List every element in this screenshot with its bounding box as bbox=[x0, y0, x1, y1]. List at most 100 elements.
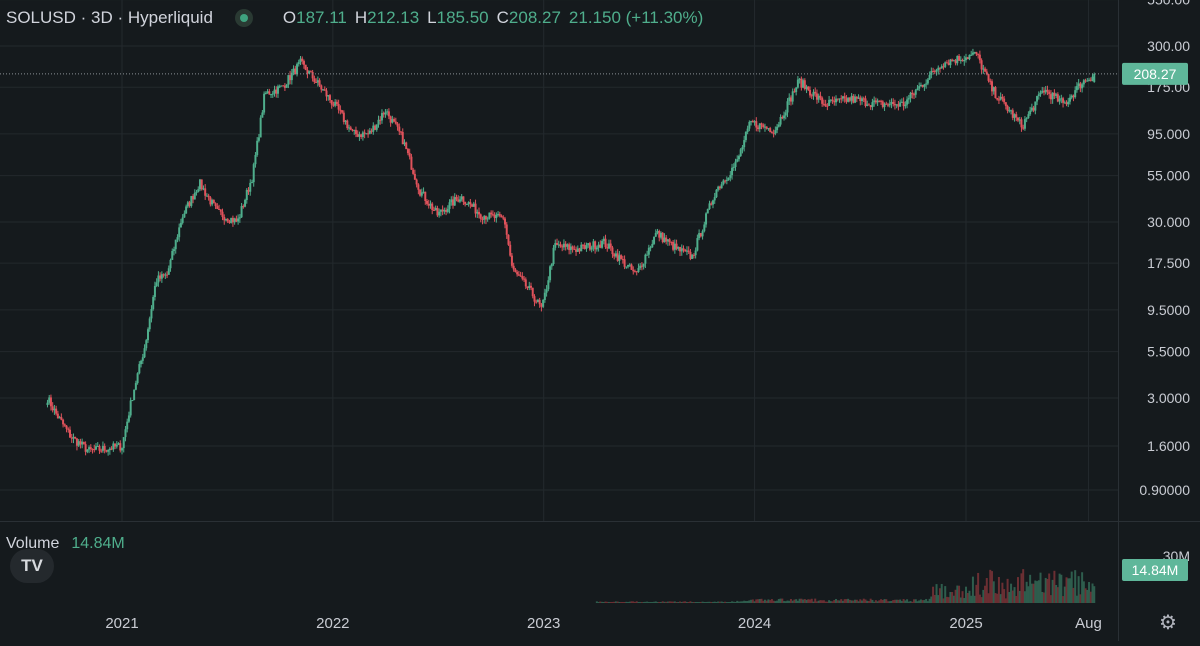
last-price-badge[interactable] bbox=[1122, 62, 1188, 85]
candle-body bbox=[252, 164, 255, 183]
candle-body bbox=[240, 206, 243, 218]
candle-body bbox=[432, 209, 435, 211]
volume-bar bbox=[867, 601, 870, 603]
volume-bar bbox=[873, 601, 876, 603]
candle-body bbox=[843, 96, 846, 99]
candle-body bbox=[1018, 119, 1021, 121]
candle-body bbox=[107, 450, 110, 452]
volume-bar bbox=[814, 598, 817, 603]
candle-body bbox=[354, 129, 357, 135]
x-tick-label: 2022 bbox=[316, 615, 349, 632]
volume-bar bbox=[653, 601, 656, 603]
volume-bar bbox=[916, 601, 919, 603]
candle-body bbox=[966, 57, 969, 60]
volume-bar bbox=[904, 600, 907, 603]
candle-body bbox=[642, 263, 645, 267]
candle-body bbox=[301, 58, 304, 62]
candle-body bbox=[205, 195, 208, 197]
candle-body bbox=[828, 99, 831, 106]
symbol-title[interactable]: SOLUSD · 3D · Hyperliquid bbox=[6, 8, 213, 27]
candle-body bbox=[223, 216, 226, 221]
candle-body bbox=[413, 173, 416, 180]
candle-body bbox=[455, 197, 458, 200]
volume-bar bbox=[847, 598, 850, 603]
candle-body bbox=[581, 244, 584, 246]
candle-body bbox=[939, 67, 942, 69]
candle-body bbox=[718, 186, 721, 189]
candle-body bbox=[197, 189, 200, 192]
candle-body bbox=[614, 253, 617, 257]
candle-body bbox=[143, 348, 146, 358]
candle-body bbox=[75, 438, 78, 446]
volume-legend[interactable]: Volume 14.84M bbox=[6, 535, 125, 553]
volume-badge[interactable] bbox=[1122, 559, 1188, 581]
candle-body bbox=[521, 276, 524, 279]
candle-body bbox=[415, 179, 418, 185]
candle-body bbox=[67, 428, 70, 430]
candle-body bbox=[916, 88, 919, 91]
candle-body bbox=[382, 113, 385, 115]
volume-bar bbox=[817, 600, 820, 603]
volume-bar bbox=[1010, 583, 1013, 603]
market-status-icon[interactable] bbox=[234, 9, 253, 27]
candle-body bbox=[762, 124, 765, 128]
candle-body bbox=[739, 149, 742, 157]
time-axis[interactable]: 2021 2022 2023 2024 2025 Aug bbox=[105, 615, 1102, 632]
candle-body bbox=[1020, 119, 1023, 128]
candle-body bbox=[200, 179, 203, 190]
volume-bar bbox=[942, 598, 945, 603]
candle-body bbox=[202, 188, 205, 190]
y-tick-label: 3.0000 bbox=[1147, 390, 1190, 406]
settings-gear-icon[interactable]: ⚙ bbox=[1159, 611, 1177, 634]
candle-body bbox=[261, 112, 264, 118]
candle-body bbox=[311, 71, 314, 79]
candle-body bbox=[136, 373, 139, 384]
volume-bar bbox=[663, 601, 666, 603]
candle-body bbox=[1068, 97, 1071, 102]
candle-body bbox=[803, 80, 806, 89]
candle-body bbox=[724, 180, 727, 182]
candle-body bbox=[212, 200, 215, 204]
candle-body bbox=[169, 259, 172, 269]
volume-bar bbox=[923, 600, 926, 603]
volume-bar bbox=[854, 599, 857, 603]
candle-body bbox=[554, 243, 557, 248]
candle-body bbox=[1048, 91, 1051, 95]
tradingview-logo-icon[interactable]: TV bbox=[10, 549, 54, 583]
candle-body bbox=[750, 120, 753, 122]
volume-bar bbox=[862, 598, 865, 603]
volume-bar bbox=[685, 602, 688, 603]
volume-bar bbox=[836, 600, 839, 603]
volume-bar bbox=[623, 602, 626, 603]
volume-bar bbox=[729, 602, 732, 603]
candle-body bbox=[627, 264, 630, 267]
volume-bar bbox=[732, 601, 735, 603]
candle-body bbox=[737, 156, 740, 160]
candle-body bbox=[545, 289, 548, 293]
candle-body bbox=[1015, 114, 1018, 118]
volume-bar bbox=[784, 601, 787, 603]
candle-body bbox=[819, 95, 822, 98]
candle-body bbox=[777, 124, 780, 127]
candle-body bbox=[902, 101, 905, 107]
candle-body bbox=[878, 100, 881, 102]
candle-body bbox=[956, 55, 959, 64]
candle-body bbox=[228, 221, 231, 223]
candle-body bbox=[549, 266, 552, 281]
candle-body bbox=[628, 264, 631, 266]
candle-body bbox=[1036, 96, 1039, 102]
volume-bar bbox=[788, 600, 791, 603]
candle-body bbox=[926, 79, 929, 84]
candle-body bbox=[835, 98, 838, 103]
candle-body bbox=[535, 301, 538, 303]
candle-body bbox=[100, 450, 103, 452]
candle-body bbox=[722, 180, 725, 185]
candle-body bbox=[155, 282, 158, 287]
volume-bar bbox=[1042, 592, 1045, 603]
candle-body bbox=[365, 133, 368, 135]
volume-bar bbox=[1044, 577, 1047, 603]
candle-body bbox=[661, 232, 664, 243]
candle-body bbox=[403, 142, 406, 145]
